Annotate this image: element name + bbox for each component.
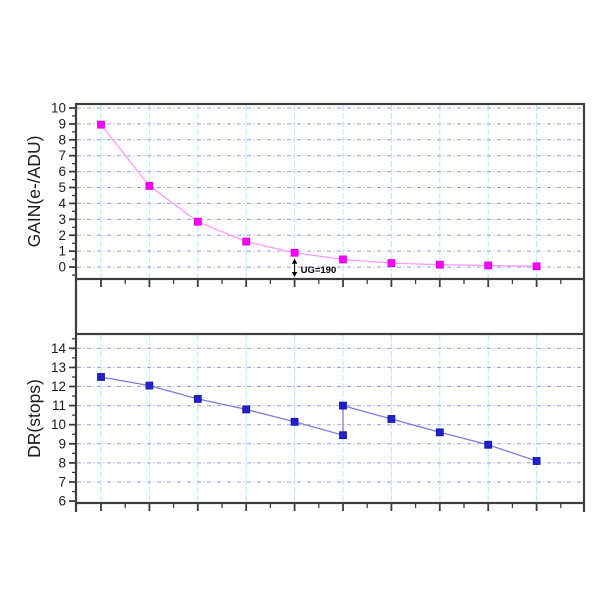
y-tick-label: 8 <box>58 132 66 147</box>
dr-marker <box>339 431 347 440</box>
y-tick-label: 5 <box>58 180 66 195</box>
dr-marker <box>435 428 444 437</box>
y-tick-label: 12 <box>51 379 66 394</box>
gain-marker <box>435 260 444 269</box>
y-tick-label: 7 <box>58 474 66 489</box>
gain-marker <box>387 259 396 267</box>
gain-marker <box>290 248 299 257</box>
dr-panel: 6 7 8 9 10 11 12 13 14 DR(stops) <box>24 332 586 511</box>
dr-marker <box>484 440 493 449</box>
dr-series-line <box>100 376 537 462</box>
gain-marker <box>532 262 541 271</box>
y-tick-label: 1 <box>58 244 66 259</box>
y-tick-label: 6 <box>58 494 66 509</box>
y-tick-label: 11 <box>52 398 66 413</box>
y-tick-label: 7 <box>58 148 66 163</box>
dr-marker <box>532 457 541 465</box>
y-tick-label: 8 <box>58 455 66 470</box>
dr-marker <box>339 401 347 410</box>
gain-series-line <box>100 124 537 267</box>
gain-marker <box>242 237 251 246</box>
y-tick-label: 9 <box>58 116 66 131</box>
dr-marker <box>145 381 154 390</box>
y-tick-label: 2 <box>58 228 66 243</box>
ug-annotation-text: UG=190 <box>301 265 337 276</box>
y-tick-label: 4 <box>58 196 66 211</box>
y-tick-label: 10 <box>51 100 66 115</box>
dr-marker <box>290 417 299 426</box>
y-tick-label: 14 <box>51 341 67 356</box>
y-tick-label: 0 <box>58 260 66 275</box>
gain-marker <box>484 261 493 270</box>
gain-axis-title: GAIN(e-/ADU) <box>24 136 44 248</box>
dr-marker <box>242 405 251 414</box>
dr-marker <box>387 415 396 423</box>
gain-marker <box>97 120 105 129</box>
gain-marker <box>339 255 347 264</box>
gain-marker <box>193 217 202 226</box>
ug-arrow-head-up <box>291 258 298 264</box>
dr-axis-title: DR(stops) <box>24 379 44 458</box>
dr-marker <box>97 373 105 381</box>
y-tick-label: 9 <box>58 436 66 451</box>
panel-frame <box>74 102 586 281</box>
y-tick-label: 6 <box>58 164 66 179</box>
gain-marker <box>145 182 154 190</box>
dr-marker <box>193 395 202 403</box>
y-tick-label: 10 <box>51 417 66 432</box>
ug-arrow-head-down <box>291 272 298 277</box>
panel-frame <box>74 332 586 505</box>
y-tick-label: 3 <box>58 212 66 227</box>
y-tick-label: 13 <box>51 360 66 375</box>
